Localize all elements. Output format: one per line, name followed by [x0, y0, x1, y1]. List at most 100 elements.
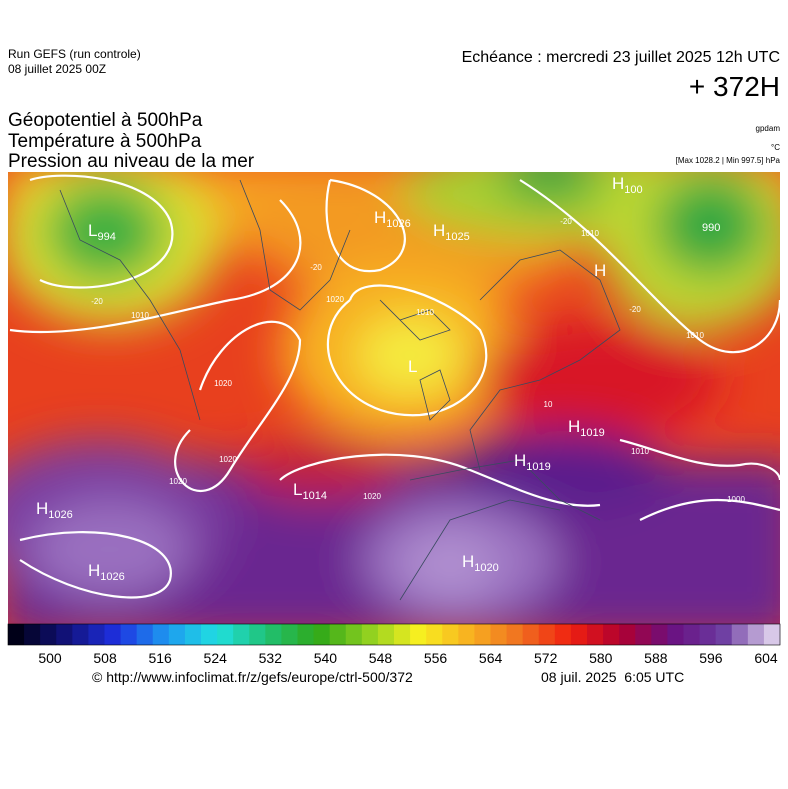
center-value: 994: [97, 231, 115, 243]
pressure-center: H100: [612, 174, 643, 196]
lead-time: + 372H: [689, 71, 780, 102]
title-line: Géopotentiel à 500hPa: [8, 110, 203, 131]
center-value: 1026: [100, 571, 124, 583]
contour-label: -20: [310, 263, 322, 272]
center-value: 1020: [474, 562, 498, 574]
contour-label: 1010: [581, 229, 599, 238]
pressure-center: H1026: [88, 561, 125, 583]
pressure-center: H1026: [36, 499, 73, 521]
center-value: 1025: [445, 231, 469, 243]
colorbar-swatch: [522, 624, 540, 645]
colorbar-swatch: [506, 624, 524, 645]
colorbar-label: 508: [93, 650, 117, 666]
colorbar-label: 572: [534, 650, 558, 666]
colorbar-swatch: [168, 624, 186, 645]
center-value: 1019: [580, 427, 604, 439]
colorbar-swatch: [136, 624, 154, 645]
colorbar-label: 588: [644, 650, 668, 666]
colorbar-swatch: [313, 624, 331, 645]
colorbar-swatch: [233, 624, 250, 645]
unit-label: [Max 1028.2 | Min 997.5] hPa: [676, 156, 781, 165]
colorbar-swatch: [635, 624, 652, 645]
colorbar-label: 580: [589, 650, 613, 666]
colorbar-swatch: [8, 624, 25, 645]
colorbar-swatch: [72, 624, 89, 645]
center-letter: H: [594, 261, 606, 280]
colorbar-swatch: [587, 624, 604, 645]
colorbar-label: 500: [38, 650, 62, 666]
colorbar-label: 596: [699, 650, 723, 666]
contour-label: 1020: [363, 492, 381, 501]
colorbar-swatch: [120, 624, 138, 645]
run-date: 08 juillet 2025 00Z: [8, 62, 106, 76]
colorbar-swatch: [715, 624, 733, 645]
contour-label: -20: [629, 305, 641, 314]
contour-label: 1010: [131, 311, 149, 320]
colorbar-swatch: [361, 624, 379, 645]
colorbar-swatch: [410, 624, 427, 645]
pressure-center: H1020: [462, 552, 499, 574]
center-value: 1026: [386, 218, 410, 230]
colorbar-swatch: [152, 624, 170, 645]
colorbar-swatch: [345, 624, 363, 645]
title-line: Température à 500hPa: [8, 131, 202, 152]
colorbar-swatch: [40, 624, 57, 645]
colorbar-swatch: [667, 624, 684, 645]
contour-label: 1020: [169, 477, 187, 486]
colorbar-swatch: [249, 624, 266, 645]
generated-time: 08 juil. 2025 6:05 UTC: [541, 669, 684, 685]
center-value: 1019: [526, 461, 550, 473]
colorbar-swatch: [281, 624, 298, 645]
colorbar-swatch: [201, 624, 218, 645]
colorbar-label: 516: [148, 650, 172, 666]
colorbar-swatch: [184, 624, 202, 645]
colorbar-swatch: [442, 624, 459, 645]
contour-label: 1020: [214, 379, 232, 388]
colorbar-swatch: [56, 624, 73, 645]
colorbar-swatch: [731, 624, 749, 645]
center-letter: H: [514, 451, 526, 470]
colorbar-swatch: [24, 624, 41, 645]
colorbar-label: 564: [479, 650, 503, 666]
center-letter: H: [612, 174, 624, 193]
colorbar-label: 524: [204, 650, 228, 666]
colorbar-swatch: [394, 624, 411, 645]
colorbar-label: 540: [314, 650, 338, 666]
colorbar-swatch: [619, 624, 636, 645]
colorbar-swatch: [297, 624, 315, 645]
colorbar-swatch: [570, 624, 588, 645]
contour-label: 1020: [326, 295, 344, 304]
colorbar-swatch: [329, 624, 347, 645]
center-letter: H: [462, 552, 474, 571]
colorbar-label: 532: [259, 650, 283, 666]
center-value: 990: [702, 222, 720, 234]
unit-label: °C: [771, 143, 780, 152]
title-line: Pression au niveau de la mer: [8, 151, 255, 172]
contour-label: 1020: [219, 455, 237, 464]
contour-label: -20: [560, 217, 572, 226]
center-letter: H: [88, 561, 100, 580]
contour-label: 1010: [686, 331, 704, 340]
center-letter: H: [433, 221, 445, 240]
pressure-center: L994: [88, 221, 116, 243]
center-letter: L: [408, 357, 417, 376]
valid-time: Echéance : mercredi 23 juillet 2025 12h …: [462, 49, 780, 66]
colorbar-swatch: [554, 624, 572, 645]
colorbar-frame: [7, 623, 781, 646]
pressure-center: 990: [702, 222, 720, 234]
center-letter: L: [293, 480, 302, 499]
pressure-center: L: [408, 357, 417, 376]
center-letter: H: [36, 499, 48, 518]
center-value: 100: [624, 184, 642, 196]
pressure-center: L1014: [293, 480, 327, 502]
colorbar-swatch: [265, 624, 282, 645]
run-label: Run GEFS (run controle): [8, 47, 141, 61]
pressure-center: H: [594, 261, 606, 280]
center-letter: H: [568, 417, 580, 436]
source: © http://www.infoclimat.fr/z/gefs/europe…: [92, 669, 413, 685]
center-letter: H: [374, 208, 386, 227]
colorbar-swatch: [474, 624, 491, 645]
contour-label: -20: [91, 297, 103, 306]
